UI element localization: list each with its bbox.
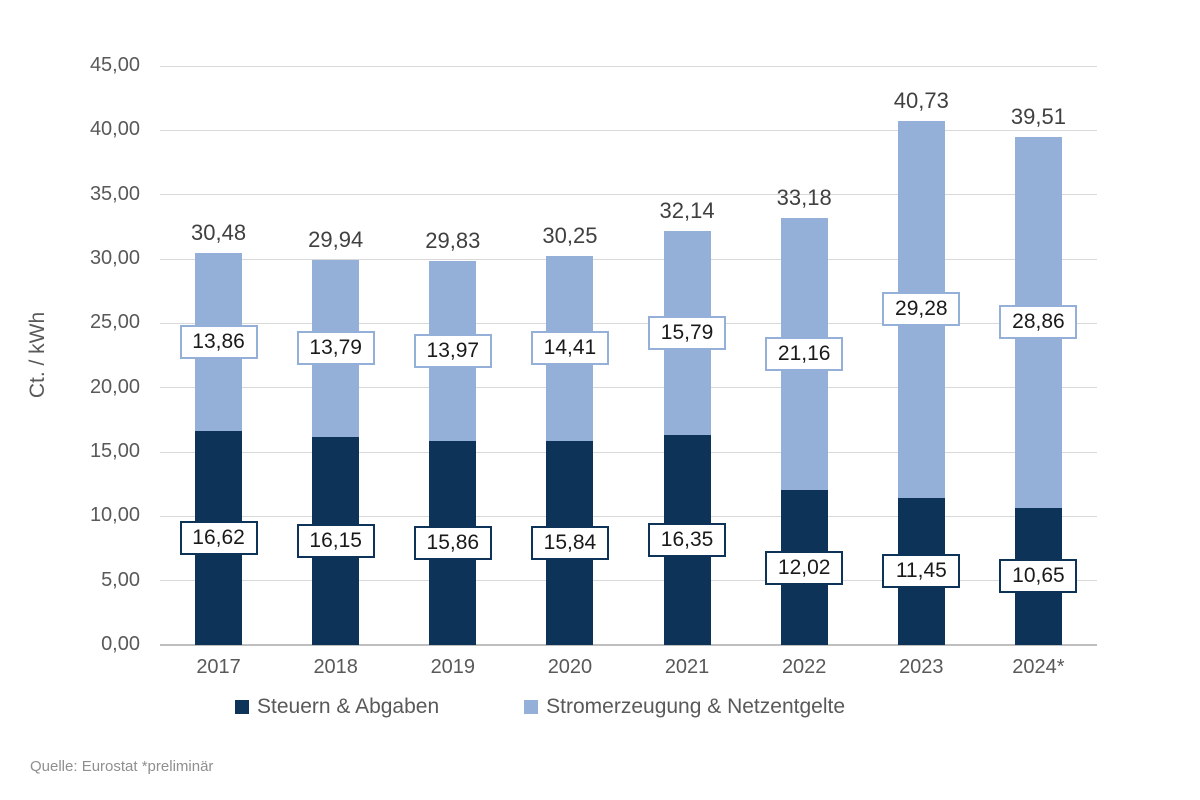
bar-value-label: 15,84 [530,526,609,561]
y-tick-label: 15,00 [89,440,140,462]
bar-value-label: 29,28 [882,292,961,327]
bar-value-label: 13,97 [413,334,492,369]
source-note: Quelle: Eurostat *preliminär [30,758,214,775]
legend-swatch-icon [235,700,249,714]
gridline [160,322,1097,324]
x-tick-label: 2020 [547,656,593,678]
bar-value-label: 16,62 [179,521,258,556]
total-label: 40,73 [893,87,949,113]
total-label: 32,14 [659,198,715,224]
bar-value-label: 15,86 [413,525,492,560]
bar-value-label: 13,86 [179,324,258,359]
y-tick-label: 40,00 [89,118,140,141]
y-tick-label: 45,00 [89,54,140,76]
gridline [160,580,1097,582]
gridline [160,258,1097,260]
y-tick-label: 0,00 [101,633,140,655]
y-tick-label: 30,00 [89,247,140,269]
legend-item: Steuern & Abgaben [235,695,439,719]
x-tick-label: 2018 [313,656,358,678]
y-tick-label: 35,00 [89,182,140,205]
x-tick-label: 2023 [899,656,944,678]
bar-value-label: 10,65 [999,559,1078,594]
legend-swatch-icon [524,700,539,714]
total-label: 39,51 [1010,103,1066,129]
x-tick-label: 2019 [430,656,476,678]
x-axis-line [160,644,1097,646]
total-label: 30,25 [542,222,598,248]
gridline [160,65,1097,67]
x-tick-label: 2022 [781,656,827,678]
gridline [160,515,1097,517]
total-label: 30,48 [191,219,247,245]
bar-value-label: 15,79 [648,316,727,351]
y-tick-label: 10,00 [89,504,140,527]
legend-label: Stromerzeugung & Netzentgelte [546,695,845,718]
bar-value-label: 12,02 [765,550,844,585]
y-tick-label: 25,00 [89,311,140,334]
legend-label: Steuern & Abgaben [257,695,440,718]
bar-value-label: 16,35 [648,522,727,557]
gridline [160,129,1097,131]
bar-value-label: 21,16 [765,337,844,372]
legend: Steuern & Abgaben Stromerzeugung & Netzen… [0,695,1080,719]
total-label: 29,83 [425,228,481,254]
x-tick-label: 2017 [196,656,241,678]
gridline [160,194,1097,196]
y-tick-label: 20,00 [89,375,140,398]
y-tick-label: 5,00 [101,568,140,591]
x-tick-label: 2021 [664,656,710,678]
bar-value-label: 14,41 [530,331,609,366]
total-label: 33,18 [776,185,832,211]
bar-value-label: 11,45 [882,554,961,589]
gridline [160,387,1097,389]
bar-value-label: 28,86 [999,305,1078,340]
bar-value-label: 13,79 [296,331,375,366]
legend-item: Stromerzeugung & Netzentgelte [524,695,845,719]
x-tick-label: 2024* [1012,656,1065,678]
gridline [160,451,1097,453]
bar-value-label: 16,15 [296,524,375,559]
total-label: 29,94 [308,226,364,252]
